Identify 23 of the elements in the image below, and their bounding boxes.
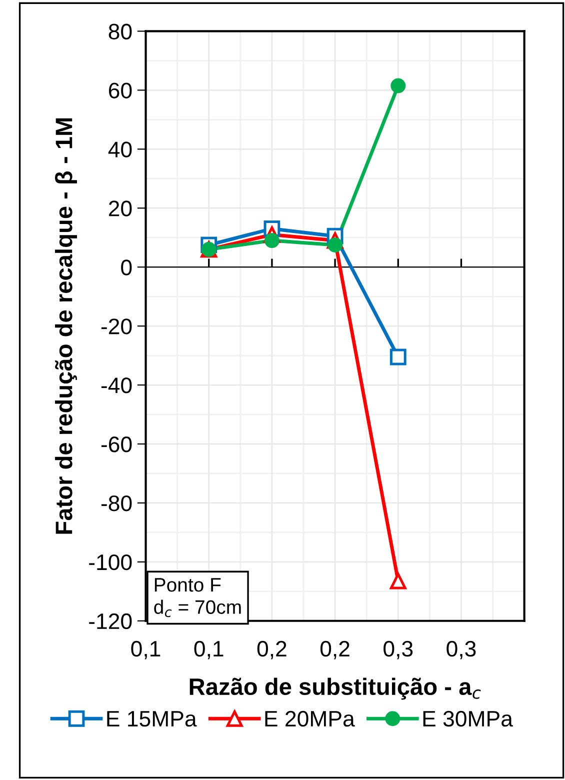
y-tick-label: 40 (108, 142, 132, 158)
y-tick-label: 60 (108, 82, 132, 98)
y-tick-label: 80 (108, 24, 132, 40)
y-tick-label: -80 (101, 495, 132, 512)
y-axis-title: Fator de redução de recalque - β - 1M (54, 118, 77, 534)
y-tick-label: -40 (101, 378, 132, 394)
y-tick-label: -100 (89, 554, 132, 570)
x-axis-title: Razão de substituição - a$_{c}$ (190, 678, 481, 700)
y-tick-label: 20 (108, 200, 132, 216)
legend-label: E 20MPa (265, 710, 355, 727)
x-tick-label: 0,2 (257, 640, 286, 660)
x-tick-label: 0,3 (446, 640, 476, 660)
y-tick-label: -20 (101, 318, 132, 334)
legend-label: E 15MPa (107, 711, 197, 727)
x-tick-label: 0,3 (384, 640, 413, 660)
legend-label: E 30MPa (423, 710, 513, 727)
y-tick-label: -60 (101, 436, 132, 452)
annotation: Ponto F d$_{c}$ = 70cm (154, 578, 241, 618)
x-tick-label: 0,1 (194, 640, 224, 660)
y-tick-label: -120 (89, 613, 132, 630)
x-tick-label: 0,1 (131, 640, 160, 660)
y-tick-label: 0 (121, 260, 132, 276)
x-tick-label: 0,2 (320, 640, 350, 660)
